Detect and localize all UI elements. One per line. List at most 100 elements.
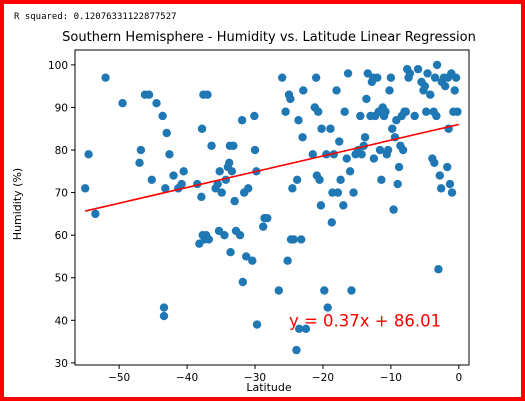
- data-point: [410, 111, 419, 121]
- data-point: [430, 73, 440, 82]
- data-point: [349, 188, 358, 197]
- data-point: [118, 99, 127, 108]
- data-point: [369, 154, 379, 163]
- data-point: [420, 81, 430, 91]
- data-point: [432, 111, 441, 121]
- data-point: [241, 252, 251, 261]
- data-point: [213, 179, 222, 189]
- data-point: [297, 235, 306, 244]
- data-point: [422, 107, 431, 116]
- data-point: [292, 345, 301, 355]
- data-point: [250, 111, 259, 121]
- data-point: [393, 179, 402, 189]
- data-point: [357, 150, 366, 159]
- data-point: [445, 179, 455, 189]
- y-tick-label: 70: [55, 188, 68, 200]
- data-point: [413, 64, 423, 74]
- data-point: [301, 324, 311, 334]
- data-point: [159, 311, 169, 321]
- data-point: [447, 188, 457, 197]
- data-point: [289, 235, 298, 244]
- data-point: [362, 94, 371, 104]
- data-point: [277, 73, 287, 82]
- data-point: [339, 201, 348, 210]
- data-point: [298, 133, 307, 142]
- x-tick-label: −20: [312, 372, 334, 384]
- x-tick-label: −30: [244, 372, 266, 384]
- data-point: [135, 158, 144, 168]
- data-point: [169, 171, 178, 180]
- data-point: [177, 179, 186, 189]
- data-point: [434, 265, 443, 274]
- data-point: [345, 167, 355, 176]
- data-point: [436, 184, 446, 193]
- data-point: [326, 124, 335, 133]
- data-point: [342, 154, 351, 163]
- data-point: [383, 145, 393, 155]
- y-tick-label: 60: [55, 230, 68, 242]
- y-tick-label: 50: [55, 273, 68, 285]
- chart-title: Southern Hemisphere - Humidity vs. Latit…: [62, 30, 476, 45]
- r-squared-output: R squared: 0.12076331122877527: [14, 12, 177, 22]
- data-point: [360, 133, 370, 142]
- data-point: [313, 107, 323, 116]
- data-point: [238, 277, 247, 287]
- data-point: [217, 188, 226, 197]
- data-point: [347, 286, 356, 295]
- plot-area: −50 −40 −30 −20 −10 0 30 40 50 60 70 80 90 100 y = 0.3…: [48, 49, 470, 384]
- data-point: [315, 175, 324, 185]
- data-point: [320, 286, 329, 295]
- data-point: [435, 171, 444, 180]
- data-point: [84, 150, 93, 159]
- data-point: [204, 235, 214, 244]
- data-point: [389, 205, 398, 214]
- data-point: [430, 158, 439, 168]
- y-tick-label: 90: [55, 102, 68, 114]
- data-point: [215, 167, 224, 176]
- data-point: [235, 230, 245, 240]
- data-point: [356, 111, 365, 121]
- data-point: [343, 69, 353, 78]
- data-point: [385, 86, 394, 95]
- x-tick-label: −10: [380, 372, 402, 384]
- data-point: [332, 86, 341, 95]
- data-point: [373, 73, 382, 82]
- data-point: [336, 175, 345, 185]
- data-point: [80, 184, 90, 193]
- data-point: [237, 116, 247, 125]
- data-point: [225, 158, 234, 168]
- data-point: [161, 184, 170, 193]
- data-point: [317, 124, 326, 133]
- data-point: [375, 145, 385, 155]
- data-point: [158, 111, 167, 121]
- data-point: [250, 145, 260, 155]
- data-point: [244, 184, 253, 193]
- data-point: [227, 167, 237, 176]
- data-point: [263, 213, 272, 223]
- data-point: [207, 141, 216, 150]
- data-point: [450, 86, 459, 95]
- x-tick-label: −50: [108, 372, 130, 384]
- data-point: [443, 162, 452, 172]
- data-point: [197, 124, 207, 133]
- data-point: [453, 107, 462, 116]
- data-point: [152, 99, 161, 108]
- data-point: [144, 90, 154, 99]
- data-point: [197, 192, 206, 202]
- data-point: [311, 73, 321, 82]
- data-point: [316, 201, 326, 210]
- data-point: [165, 150, 174, 159]
- data-point: [220, 230, 229, 240]
- data-point: [340, 107, 349, 116]
- data-point: [335, 137, 344, 146]
- y-tick-label: 80: [55, 145, 68, 157]
- data-point: [229, 141, 238, 150]
- data-point: [136, 145, 146, 155]
- y-tick-label: 30: [55, 358, 68, 370]
- data-point: [299, 86, 308, 95]
- data-point: [386, 73, 396, 82]
- data-point: [281, 107, 290, 116]
- data-point: [394, 162, 404, 172]
- data-point: [388, 124, 397, 133]
